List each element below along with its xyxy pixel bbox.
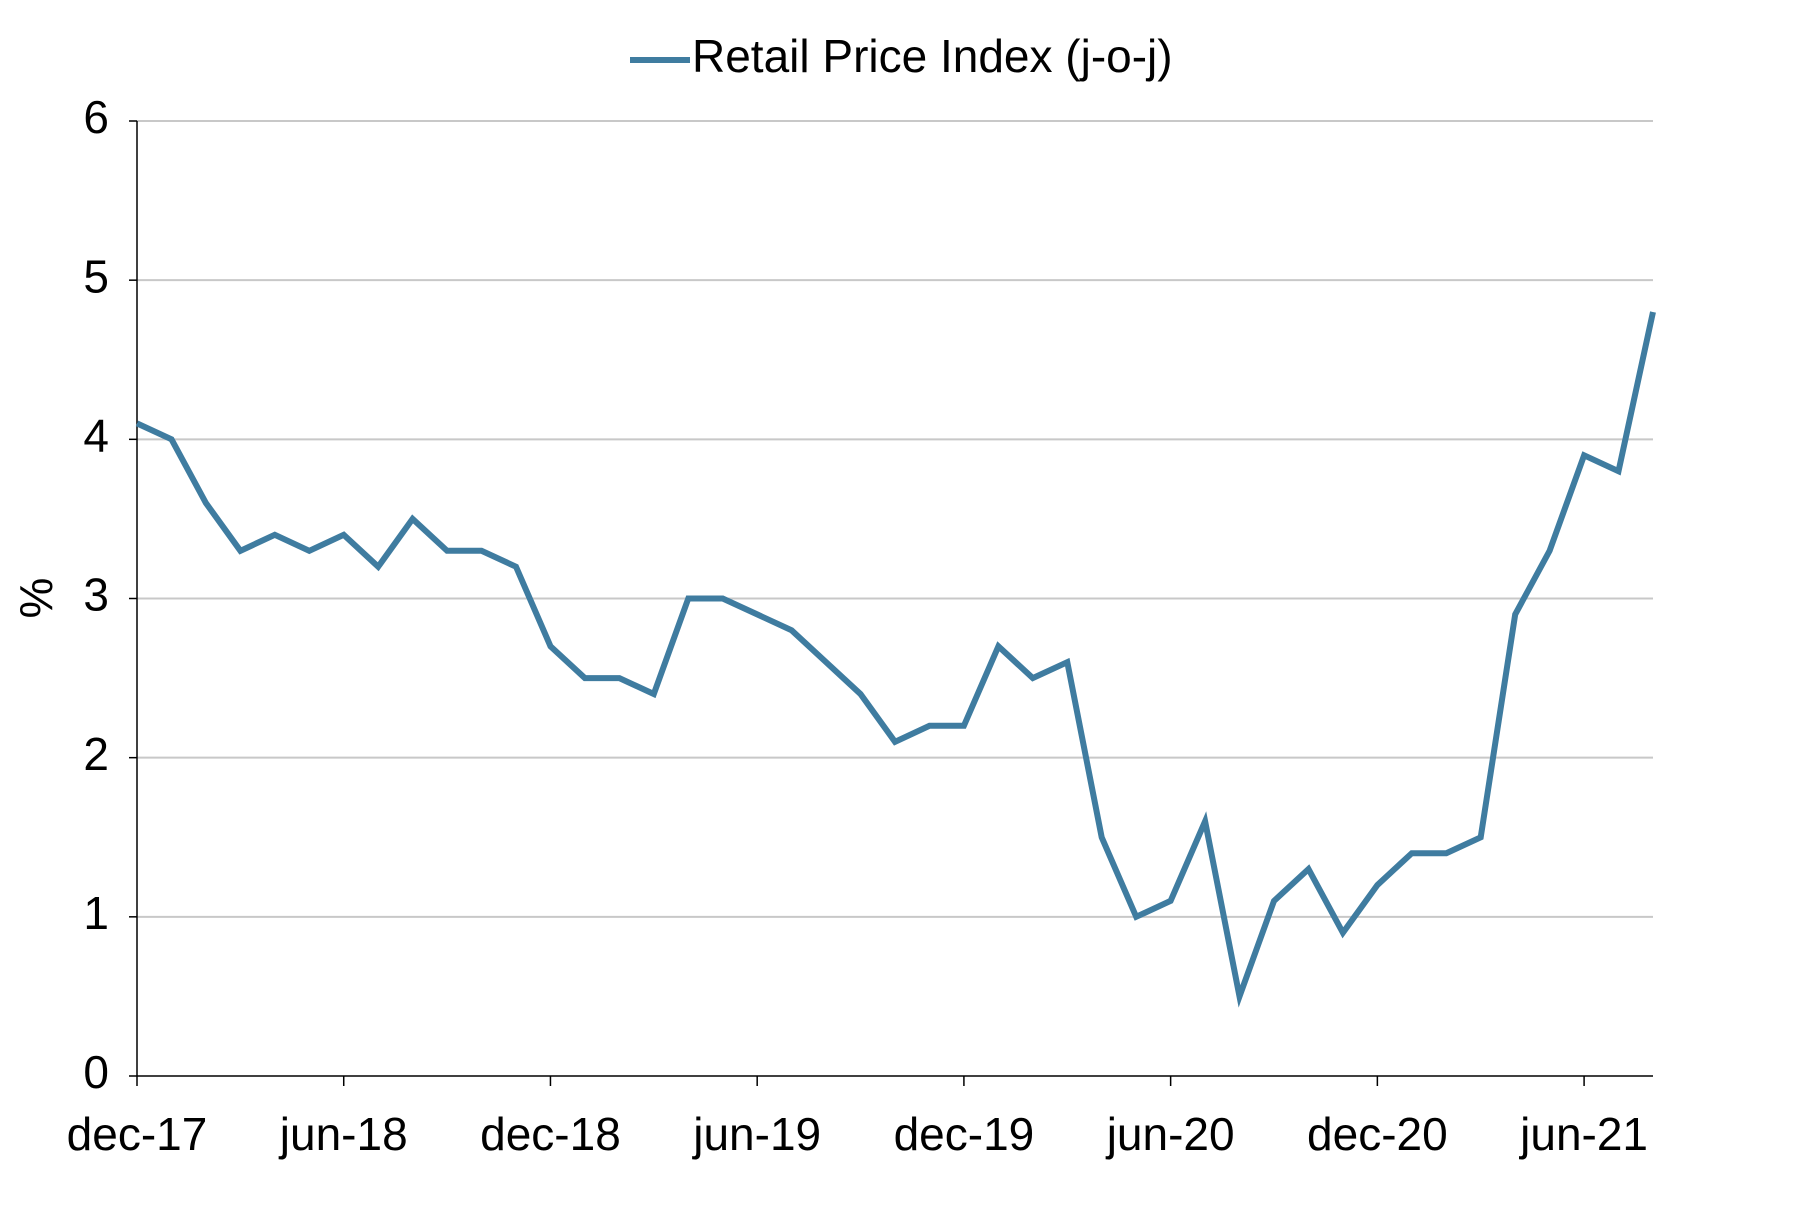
y-tick-label: 0	[83, 1046, 109, 1098]
x-tick-label: dec-17	[67, 1108, 208, 1160]
x-tick-label: dec-18	[480, 1108, 621, 1160]
y-axis-label: %	[10, 578, 62, 619]
x-tick-label: jun-20	[1105, 1108, 1235, 1160]
legend-label: Retail Price Index (j-o-j)	[692, 30, 1173, 82]
data-line	[135, 311, 1656, 1008]
x-tick-label: dec-20	[1307, 1108, 1448, 1160]
x-tick-label: jun-21	[1518, 1108, 1648, 1160]
y-tick-label: 6	[83, 91, 109, 143]
x-tick-label: jun-19	[691, 1108, 821, 1160]
y-tick-label: 2	[83, 728, 109, 780]
y-tick-label: 4	[83, 409, 109, 461]
x-tick-label: jun-18	[278, 1108, 408, 1160]
y-tick-label: 5	[83, 250, 109, 302]
y-tick-label: 1	[83, 887, 109, 939]
x-tick-label: dec-19	[894, 1108, 1035, 1160]
y-tick-label: 3	[83, 569, 109, 621]
